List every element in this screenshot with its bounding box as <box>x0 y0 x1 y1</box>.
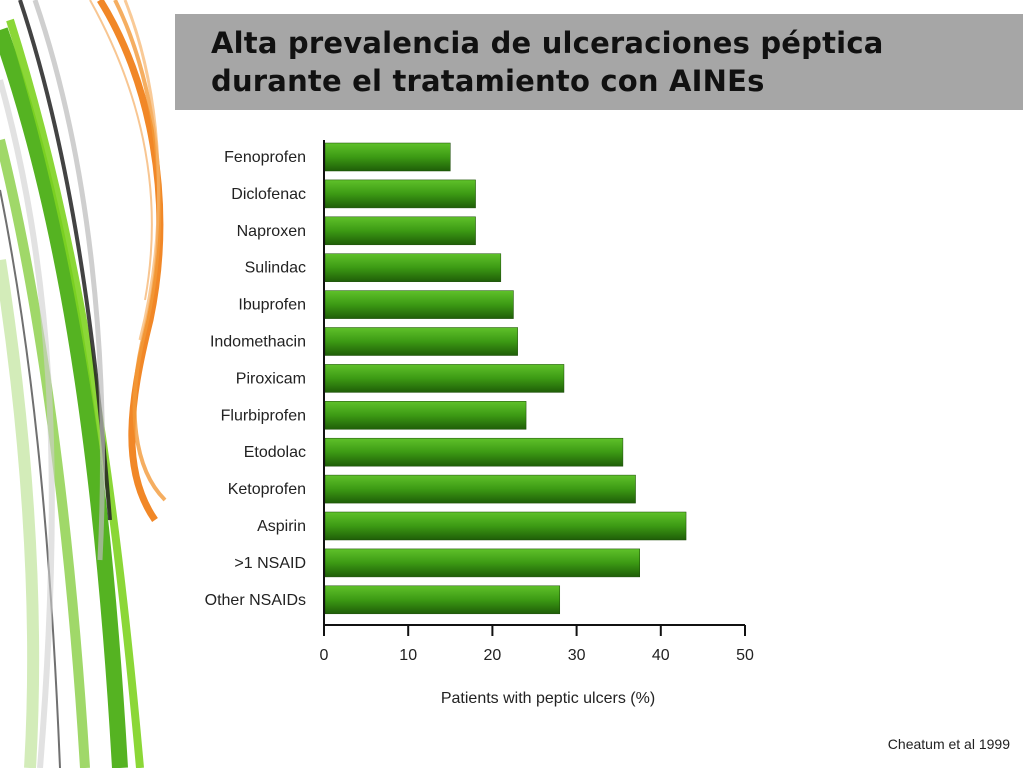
bar-6 <box>324 364 565 393</box>
bar-0 <box>324 142 451 172</box>
category-label-1: Diclofenac <box>231 186 306 203</box>
x-tick-label-1: 10 <box>399 647 417 664</box>
category-label-10: Aspirin <box>257 518 306 535</box>
ribbon-orange-4 <box>89 0 153 301</box>
category-label-7: Flurbiprofen <box>221 407 306 424</box>
x-axis-ticks: 0 10 20 30 40 50 <box>320 625 754 664</box>
x-tick-label-0: 0 <box>320 647 329 664</box>
category-label-0: Fenoprofen <box>224 149 306 166</box>
bar-12 <box>324 585 561 615</box>
ribbon-grey-1 <box>32 0 105 561</box>
category-label-8: Etodolac <box>244 444 306 461</box>
ribbon-orange-3 <box>123 0 160 341</box>
bar-2 <box>324 216 476 246</box>
slide-title-line-2: durante el tratamiento con AINEs <box>211 64 765 98</box>
ribbon-light-green <box>0 259 40 768</box>
slide-title-line-1: Alta prevalencia de ulceraciones péptica <box>211 26 884 60</box>
source-citation: Cheatum et al 1999 <box>887 736 1010 752</box>
bar-4 <box>324 290 514 319</box>
category-label-5: Indomethacin <box>210 334 306 351</box>
x-tick-label-3: 30 <box>568 647 586 664</box>
ribbon-dark-2 <box>0 189 61 768</box>
category-label-4: Ibuprofen <box>238 297 306 314</box>
bar-1 <box>324 179 476 209</box>
ribbon-orange-1 <box>97 0 164 523</box>
bar-11 <box>324 548 640 578</box>
category-label-6: Piroxicam <box>236 370 306 387</box>
bar-3 <box>324 253 502 282</box>
category-labels: Fenoprofen Diclofenac Naproxen Sulindac Ibup… <box>205 149 306 609</box>
ribbon-green-2 <box>6 18 144 768</box>
category-label-9: Ketoprofen <box>228 481 306 498</box>
category-label-12: Other NSAIDs <box>205 592 306 609</box>
ribbon-green-1 <box>0 27 128 768</box>
ribbon-orange-2 <box>113 0 167 502</box>
bar-9 <box>324 474 636 504</box>
ribbon-grey-2 <box>0 79 55 768</box>
category-label-3: Sulindac <box>245 260 306 277</box>
decorative-ribbons <box>0 0 167 768</box>
x-tick-label-5: 50 <box>736 647 754 664</box>
title-band: Alta prevalencia de ulceraciones péptica… <box>175 14 1023 110</box>
x-axis-title: Patients with peptic ulcers (%) <box>441 690 655 707</box>
x-tick-label-2: 20 <box>484 647 502 664</box>
bar-7 <box>324 401 527 430</box>
slide-title: Alta prevalencia de ulceraciones péptica… <box>211 24 1011 100</box>
category-label-11: >1 NSAID <box>234 555 306 572</box>
x-tick-label-4: 40 <box>652 647 670 664</box>
category-label-2: Naproxen <box>237 223 306 240</box>
bar-8 <box>324 437 624 467</box>
bars-group <box>324 142 687 615</box>
bar-10 <box>324 511 687 541</box>
bar-5 <box>324 327 518 356</box>
